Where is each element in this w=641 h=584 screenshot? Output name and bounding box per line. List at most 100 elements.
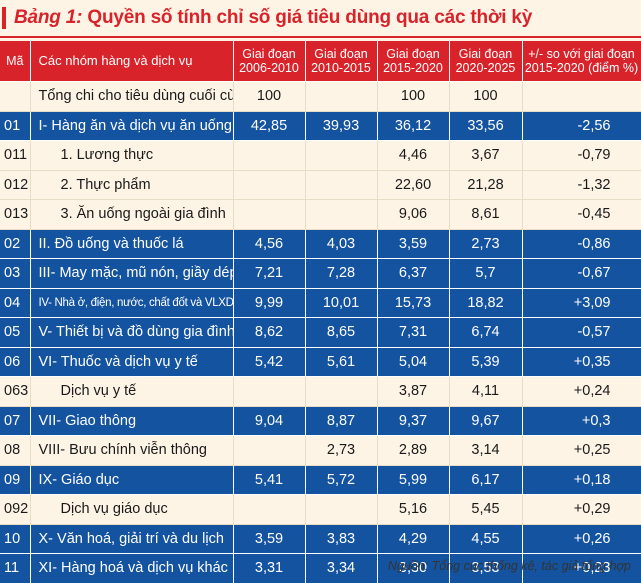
row-name: 2. Thực phẩm [30,170,234,200]
value-2015-2020: 5,99 [377,465,450,495]
value-2015-2020: 5,16 [377,494,450,525]
table-row: 063 Dịch vụ y tế 3,87 4,11 +0,24 [0,376,641,407]
table-number-label: Bảng 1: [14,7,83,28]
table-row: 07 VII- Giao thông 9,04 8,87 9,37 9,67 +… [0,406,641,436]
table-row: 01 I- Hàng ăn và dịch vụ ăn uống 42,85 3… [0,111,641,141]
value-difference: -1,32 [522,170,641,200]
value-2020-2025: 2,73 [449,229,523,259]
value-difference: +0,35 [522,347,641,377]
value-2006-2010: 8,62 [233,317,306,348]
value-difference: -0,86 [522,229,641,259]
header-difference: +/- so với giai đoạn 2015-2020 (điểm %) [522,41,641,82]
value-2015-2020: 15,73 [377,288,450,318]
value-2006-2010: 4,56 [233,229,306,259]
value-2020-2025: 5,39 [449,347,523,377]
value-2006-2010 [233,199,306,230]
row-code: 013 [0,199,31,230]
header-period-2015-2020: Giai đoạn 2015-2020 [377,41,450,82]
value-2010-2015: 3,83 [305,524,378,554]
title-accent-bar [2,7,6,29]
value-2006-2010 [233,376,306,407]
value-2010-2015: 10,01 [305,288,378,318]
value-2010-2015: 4,03 [305,229,378,259]
value-2015-2020: 36,12 [377,111,450,141]
table-row: 08 VIII- Bưu chính viễn thông 2,73 2,89 … [0,435,641,466]
row-name: III- May mặc, mũ nón, giầy dép [30,258,234,289]
table-row: 03 III- May mặc, mũ nón, giầy dép 7,21 7… [0,258,641,289]
value-difference [522,81,641,112]
value-2006-2010: 5,41 [233,465,306,495]
row-name: I- Hàng ăn và dịch vụ ăn uống [30,111,234,141]
value-difference: +0,26 [522,524,641,554]
value-2006-2010: 100 [233,81,306,112]
row-code: 11 [0,553,31,584]
row-code: 10 [0,524,31,554]
value-2015-2020: 7,31 [377,317,450,348]
value-difference: +3,09 [522,288,641,318]
row-name: Dịch vụ giáo dục [30,494,234,525]
value-2015-2020: 4,46 [377,140,450,171]
value-2015-2020: 9,06 [377,199,450,230]
row-name: V- Thiết bị và đồ dùng gia đình [30,317,234,348]
value-2020-2025: 5,45 [449,494,523,525]
row-code: 063 [0,376,31,407]
value-2020-2025: 4,55 [449,524,523,554]
value-2006-2010: 42,85 [233,111,306,141]
row-name: VI- Thuốc và dịch vụ y tế [30,347,234,377]
value-2015-2020: 22,60 [377,170,450,200]
value-difference: +0,18 [522,465,641,495]
header-period-2020-2025: Giai đoạn 2020-2025 [449,41,523,82]
value-2006-2010: 7,21 [233,258,306,289]
row-name: Dịch vụ y tế [30,376,234,407]
row-name: 1. Lương thực [30,140,234,171]
value-2020-2025: 5,7 [449,258,523,289]
value-2010-2015: 5,72 [305,465,378,495]
value-2015-2020: 5,04 [377,347,450,377]
row-code: 09 [0,465,31,495]
row-name: IV- Nhà ở, điện, nước, chất đốt và VLXD [30,288,234,318]
row-code [0,81,31,112]
row-code: 06 [0,347,31,377]
table-title-bar: Bảng 1: Quyền số tính chỉ số giá tiêu dù… [0,0,641,36]
value-2010-2015: 39,93 [305,111,378,141]
value-2015-2020: 100 [377,81,450,112]
row-code: 04 [0,288,31,318]
table-row: 06 VI- Thuốc và dịch vụ y tế 5,42 5,61 5… [0,347,641,377]
table-title: Bảng 1: Quyền số tính chỉ số giá tiêu dù… [14,7,532,29]
value-difference: -0,57 [522,317,641,348]
row-name: VII- Giao thông [30,406,234,436]
value-2020-2025: 3,53 [449,553,523,584]
value-difference: +0,24 [522,376,641,407]
row-name: IX- Giáo dục [30,465,234,495]
value-2010-2015 [305,140,378,171]
table-row: 011 1. Lương thực 4,46 3,67 -0,79 [0,140,641,171]
value-2010-2015: 3,34 [305,553,378,584]
value-2020-2025: 33,56 [449,111,523,141]
value-2010-2015: 8,65 [305,317,378,348]
row-name: 3. Ăn uống ngoài gia đình [30,199,234,230]
table-header-row: Mã Các nhóm hàng và dịch vụ Giai đoạn 200… [0,41,641,82]
header-code: Mã [0,41,31,82]
value-difference: -0,67 [522,258,641,289]
value-2015-2020: 9,37 [377,406,450,436]
row-name: Tổng chi cho tiêu dùng cuối cùng [30,81,234,112]
row-code: 011 [0,140,31,171]
value-2006-2010: 9,04 [233,406,306,436]
row-code: 03 [0,258,31,289]
value-2006-2010: 9,99 [233,288,306,318]
table-row: 013 3. Ăn uống ngoài gia đình 9,06 8,61 … [0,199,641,230]
value-2020-2025: 18,82 [449,288,523,318]
row-code: 092 [0,494,31,525]
value-2020-2025: 9,67 [449,406,523,436]
value-2020-2025: 21,28 [449,170,523,200]
value-difference: -0,79 [522,140,641,171]
table-title-text: Quyền số tính chỉ số giá tiêu dùng qua c… [82,7,533,28]
value-difference: -2,56 [522,111,641,141]
table-row: 092 Dịch vụ giáo dục 5,16 5,45 +0,29 [0,494,641,525]
value-2015-2020: 6,37 [377,258,450,289]
header-period-2010-2015: Giai đoạn 2010-2015 [305,41,378,82]
row-code: 07 [0,406,31,436]
value-difference: -0,45 [522,199,641,230]
header-name: Các nhóm hàng và dịch vụ [30,41,234,82]
value-2015-2020: 4,29 [377,524,450,554]
